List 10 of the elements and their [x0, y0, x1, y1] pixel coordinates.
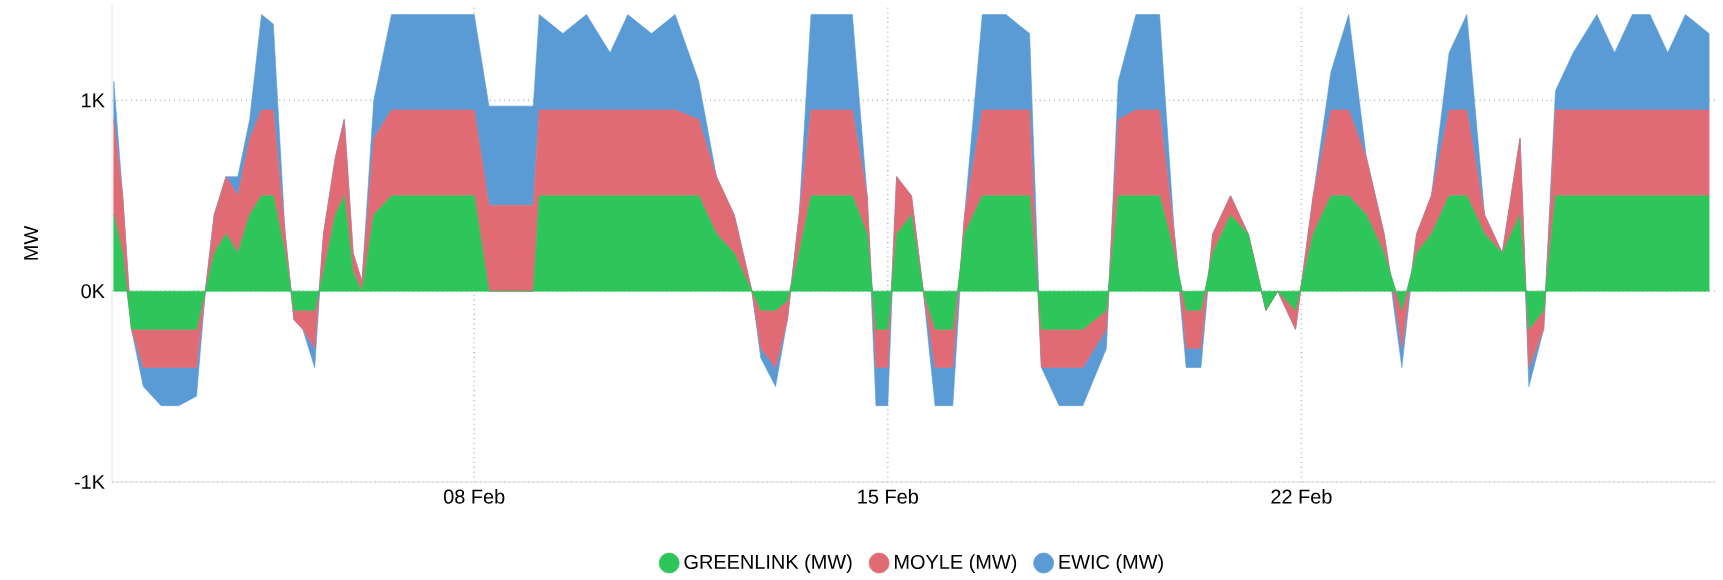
legend-label: GREENLINK (MW) — [684, 554, 852, 574]
legend-label: MOYLE (MW) — [895, 554, 1017, 574]
y-tick-label: 0K — [81, 284, 105, 299]
x-tick-label: 22 Feb — [1271, 489, 1332, 504]
y-tick-label: 1K — [82, 93, 105, 108]
y-axis-title: MW — [24, 225, 38, 260]
x-tick-label: 08 Feb — [443, 489, 505, 504]
legend-label: EWIC (MW) — [1059, 554, 1163, 574]
x-tick-label: 15 Feb — [858, 489, 918, 504]
y-tick-label: -1K — [74, 475, 105, 489]
